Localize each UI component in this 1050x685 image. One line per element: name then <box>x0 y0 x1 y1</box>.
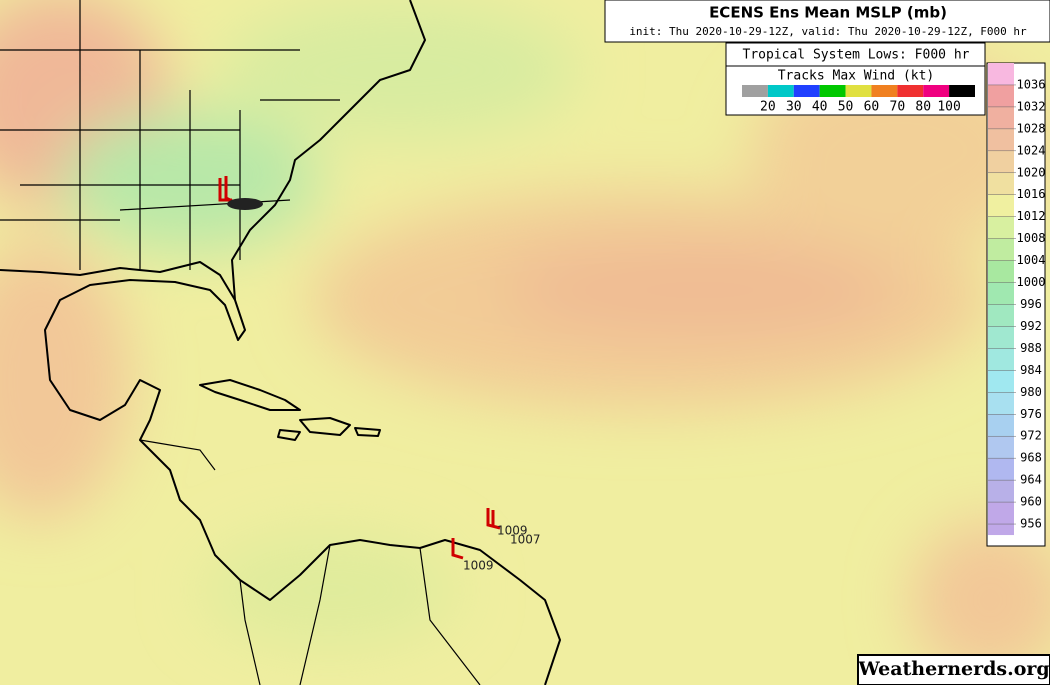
title-box <box>604 0 1050 43</box>
colorbar-label: 1016 <box>1017 187 1046 201</box>
colorbar-swatch <box>988 502 1014 536</box>
tracks-title: Tracks Max Wind (kt) <box>778 69 935 84</box>
colorbar-label: 1028 <box>1017 121 1046 135</box>
track-label: 20 <box>760 100 776 115</box>
legend-title: Tropical System Lows: F000 hr <box>743 48 970 63</box>
colorbar-label: 1000 <box>1017 275 1046 289</box>
track-swatch <box>949 85 975 97</box>
colorbar-label: 996 <box>1020 297 1042 311</box>
watermark: Weathernerds.org <box>857 658 1049 680</box>
colorbar-label: 1004 <box>1017 253 1046 267</box>
track-legend: 20 30 40 50 60 70 80 100 <box>742 85 975 115</box>
track-swatch <box>897 85 924 97</box>
track-label: 100 <box>937 100 960 115</box>
colorbar-label: 992 <box>1020 319 1042 333</box>
borders <box>0 0 481 685</box>
track-label: 30 <box>786 100 802 115</box>
colorbar-label: 960 <box>1020 495 1042 509</box>
colorbar-label: 1008 <box>1017 231 1046 245</box>
subtitle: init: Thu 2020-10-29-12Z, valid: Thu 202… <box>629 25 1027 38</box>
track-swatch <box>742 85 768 97</box>
colorbar-label: 972 <box>1020 429 1042 443</box>
colorbar-label: 1032 <box>1017 99 1046 113</box>
watermark-box <box>857 654 1050 685</box>
track-label: 50 <box>838 100 854 115</box>
track-swatch <box>767 85 794 97</box>
colorbar-label: 968 <box>1020 451 1042 465</box>
track-label: 70 <box>890 100 906 115</box>
track-swatch <box>793 85 820 97</box>
colorbar-label: 976 <box>1020 407 1042 421</box>
track-swatch <box>845 85 872 97</box>
track-swatch <box>871 85 898 97</box>
track-swatch <box>819 85 846 97</box>
colorbar-label: 964 <box>1020 473 1042 487</box>
low-label: 1009 <box>497 524 528 538</box>
low-label: 1009 <box>463 559 494 573</box>
coastlines <box>0 0 561 685</box>
colorbar-label: 1024 <box>1017 143 1046 157</box>
track-label: 80 <box>915 100 931 115</box>
low-cluster <box>227 198 263 210</box>
colorbar-label: 1036 <box>1017 77 1046 91</box>
colorbar-label: 1020 <box>1017 165 1046 179</box>
track-label: 60 <box>864 100 880 115</box>
colorbar-label: 984 <box>1020 363 1042 377</box>
low-label: 1007 <box>510 533 541 547</box>
colorbar-label: 988 <box>1020 341 1042 355</box>
legend-box <box>725 42 986 116</box>
track-swatch <box>923 85 950 97</box>
track-label: 40 <box>812 100 828 115</box>
title: ECENS Ens Mean MSLP (mb) <box>709 4 947 22</box>
colorbar-label: 956 <box>1020 517 1042 531</box>
colorbar-label: 1012 <box>1017 209 1046 223</box>
colorbar-label: 980 <box>1020 385 1042 399</box>
colorbar: 1036 1032 1028 1024 1020 1016 1012 1008 1004 1000… <box>988 63 1046 536</box>
